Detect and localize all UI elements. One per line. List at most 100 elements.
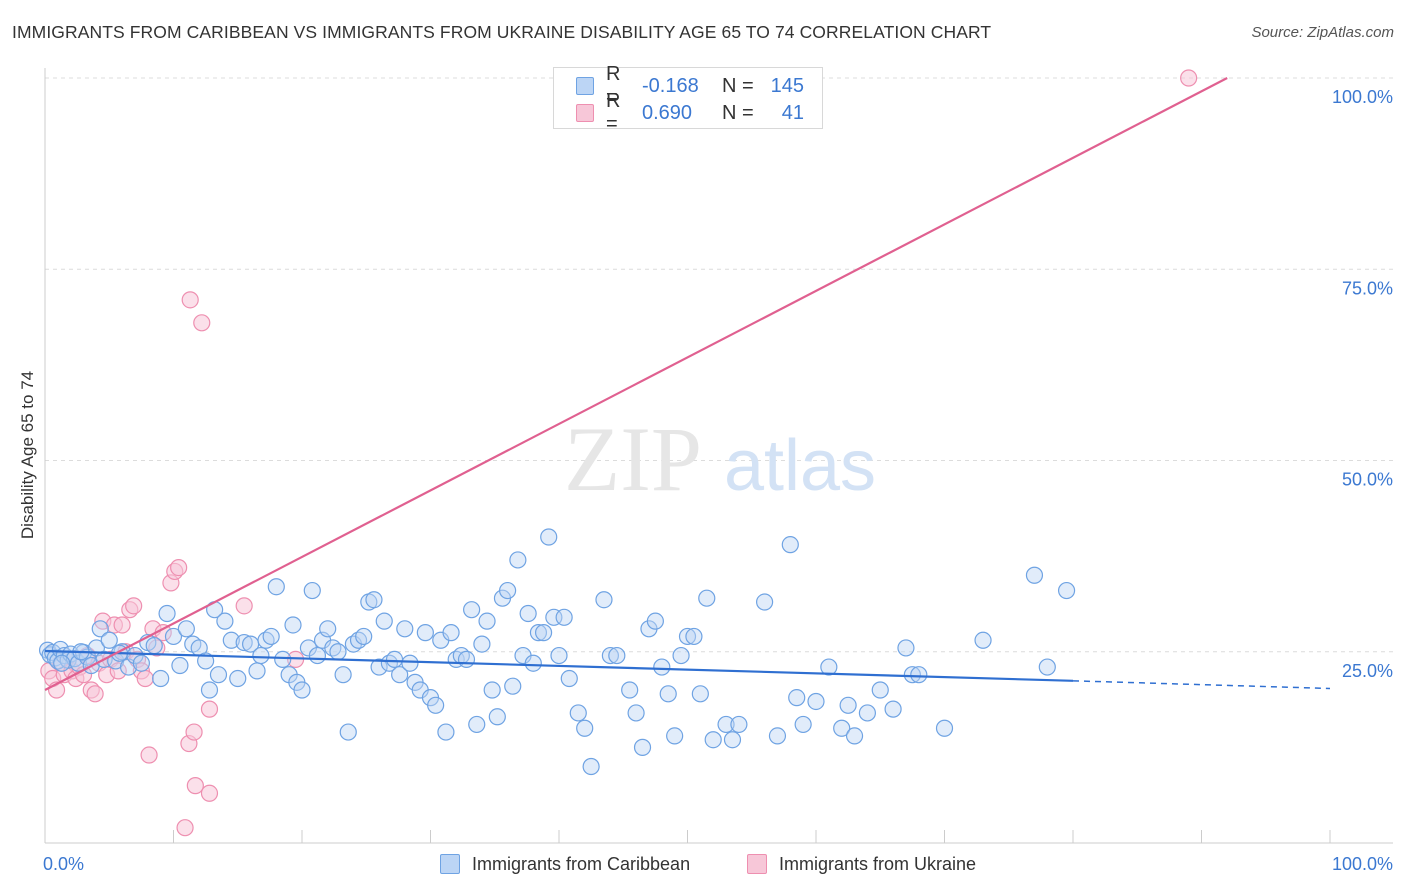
caribbean-point — [884, 700, 902, 718]
x-tick-label: 0.0% — [43, 854, 84, 874]
caribbean-point — [1025, 566, 1044, 584]
caribbean-point — [442, 624, 460, 642]
legend-row-caribbean: R = -0.168 N = 145 — [576, 63, 804, 108]
ukraine-point — [136, 669, 154, 688]
caribbean-legend-label: Immigrants from Caribbean — [472, 853, 691, 874]
caribbean-point — [871, 681, 889, 699]
caribbean-point — [601, 646, 620, 665]
caribbean-point — [633, 738, 652, 756]
caribbean-point — [100, 631, 118, 649]
caribbean-point — [627, 704, 645, 722]
ukraine-point — [186, 777, 204, 795]
caribbean-point — [252, 646, 270, 665]
caribbean-trend-extension — [1072, 680, 1331, 690]
caribbean-point — [569, 704, 587, 722]
ukraine-point — [200, 784, 219, 802]
n-label: N = — [722, 101, 754, 124]
watermark-atlas: atlas — [724, 426, 876, 506]
caribbean-point — [698, 589, 716, 607]
caribbean-point — [488, 708, 506, 726]
caribbean-point — [329, 643, 347, 661]
caribbean-point — [621, 681, 639, 699]
caribbean-point — [845, 727, 864, 745]
caribbean-point — [974, 631, 992, 649]
caribbean-point — [858, 704, 877, 722]
ukraine-point — [235, 597, 253, 615]
caribbean-point — [267, 578, 285, 596]
caribbean-point — [91, 620, 109, 638]
caribbean-point — [820, 658, 838, 676]
caribbean-point — [582, 757, 600, 776]
caribbean-point — [355, 627, 373, 646]
gridlines — [45, 77, 1393, 653]
caribbean-point — [1057, 581, 1076, 600]
caribbean-point — [519, 604, 537, 623]
caribbean-point — [248, 662, 266, 680]
caribbean-point — [1038, 658, 1056, 676]
caribbean-point — [723, 731, 742, 749]
caribbean-point — [768, 727, 787, 745]
r-label: R = — [606, 63, 621, 108]
caribbean-point — [685, 627, 703, 646]
caribbean-point — [608, 646, 626, 665]
caribbean-point — [401, 654, 419, 672]
caribbean-point — [595, 591, 613, 609]
caribbean-point — [646, 612, 664, 630]
caribbean-point — [478, 612, 496, 630]
caribbean-point — [903, 666, 921, 684]
ukraine-point — [86, 685, 104, 703]
legend-row-ukraine: R = 0.690 N = 41 — [576, 90, 804, 135]
watermark-zip: ZIP — [564, 408, 702, 510]
caribbean-point — [274, 650, 292, 669]
caribbean-point — [216, 612, 234, 630]
r-value: 0.690 — [642, 101, 693, 124]
bottom-legend-caribbean: Immigrants from Caribbean — [440, 852, 690, 876]
caribbean-point — [653, 658, 671, 676]
ukraine-point — [185, 723, 203, 741]
ukraine-point — [109, 662, 127, 680]
n-label: N = — [722, 74, 754, 97]
y-axis-label: Disability Age 65 to 74 — [18, 371, 37, 539]
ukraine-point — [148, 639, 166, 657]
caribbean-point — [365, 591, 383, 609]
caribbean-point — [555, 608, 573, 626]
caribbean-point — [524, 654, 542, 672]
caribbean-point — [339, 723, 357, 741]
caribbean-point — [755, 593, 774, 611]
chart-title: IMMIGRANTS FROM CARIBBEAN VS IMMIGRANTS … — [12, 22, 992, 42]
caribbean-point — [171, 656, 189, 675]
caribbean-trend-line — [44, 649, 1074, 682]
caribbean-point — [416, 624, 434, 642]
caribbean-point — [897, 639, 915, 657]
caribbean-point — [504, 677, 522, 695]
caribbean-point — [293, 681, 311, 699]
caribbean-point — [509, 551, 527, 569]
n-value: 145 — [770, 74, 804, 97]
caribbean-point — [540, 528, 558, 546]
caribbean-point — [235, 633, 253, 652]
watermark: ZIP atlas — [564, 408, 876, 510]
caribbean-point — [730, 715, 748, 734]
trend-lines — [44, 77, 1331, 691]
caribbean-point — [463, 601, 481, 619]
ukraine-legend-swatch — [747, 854, 767, 874]
caribbean-point — [308, 646, 327, 665]
caribbean-point — [375, 612, 393, 630]
ukraine-point — [176, 819, 194, 837]
caribbean-point — [370, 658, 388, 676]
bottom-legend-ukraine: Immigrants from Ukraine — [747, 852, 976, 876]
caribbean-point — [781, 536, 799, 554]
caribbean-point — [457, 650, 476, 669]
caribbean-point — [197, 652, 215, 670]
caribbean-point — [334, 666, 352, 684]
caribbean-point — [53, 654, 71, 672]
caribbean-point — [222, 631, 240, 649]
caribbean-point — [807, 692, 825, 711]
caribbean-point — [145, 637, 163, 655]
caribbean-point — [319, 620, 337, 638]
ukraine-point — [181, 291, 199, 309]
caribbean-point — [427, 696, 445, 714]
caribbean-point — [678, 627, 697, 646]
caribbean-point — [794, 715, 812, 734]
caribbean-point — [560, 669, 578, 688]
